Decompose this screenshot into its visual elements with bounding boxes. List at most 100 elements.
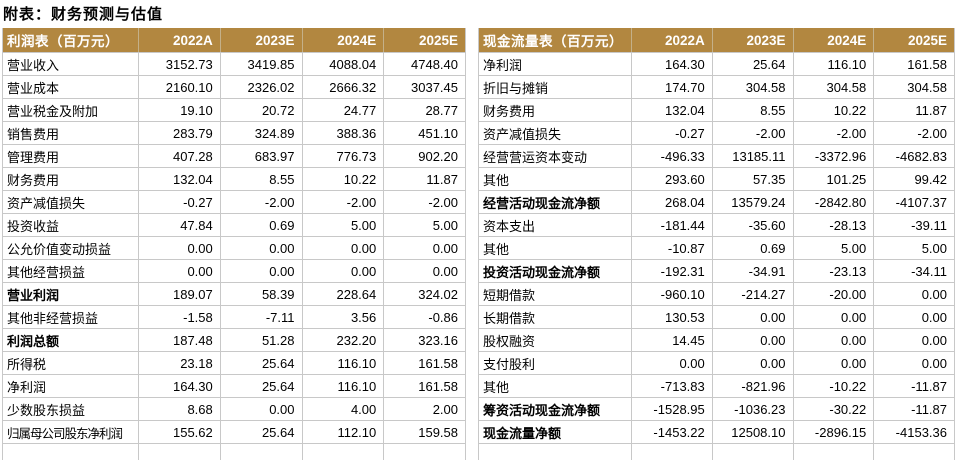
table-row: 经营活动现金流净额 268.04 13579.24 -2842.80 -4107.37 (479, 191, 954, 214)
cell-value: -34.11 (873, 260, 954, 282)
cell-value: 161.58 (873, 53, 954, 75)
table-row: 财务费用 132.04 8.55 10.22 11.87 (3, 168, 465, 191)
cell-value: 14.45 (631, 329, 712, 351)
row-label: 其他 (483, 241, 510, 257)
cell-value: 4088.04 (301, 53, 384, 75)
cell-value: 47.84 (138, 214, 220, 236)
cell-value: 0.00 (301, 260, 384, 282)
cell-value: 101.25 (792, 168, 874, 190)
table-row: 营业收入 3152.73 3419.85 4088.04 4748.40 (3, 53, 465, 76)
cell-value (138, 444, 220, 460)
cell-value: -11.87 (873, 375, 954, 397)
cell-value: -496.33 (631, 145, 712, 167)
cell-value: 3037.45 (383, 76, 465, 98)
cell-value: -2.00 (383, 191, 465, 213)
income-table-body: 营业收入 3152.73 3419.85 4088.04 4748.40 营业成本 2160… (3, 53, 465, 460)
cell-value: 5.00 (792, 237, 874, 259)
cell-value: -4153.36 (873, 421, 954, 443)
cell-value: 130.53 (631, 306, 712, 328)
cell-value: 112.10 (301, 421, 384, 443)
cell-value: -20.00 (792, 283, 874, 305)
table-row: 归属母公司股东净利润 155.62 25.64 112.10 159.58 (3, 421, 465, 444)
table-row: 短期借款 -960.10 -214.27 -20.00 0.00 (479, 283, 954, 306)
cell-value: -2.00 (219, 191, 302, 213)
table-row: 资产减值损失 -0.27 -2.00 -2.00 -2.00 (479, 122, 954, 145)
cell-value: -2842.80 (792, 191, 874, 213)
cell-value: 0.00 (792, 329, 874, 351)
cell-value: -23.13 (792, 260, 874, 282)
cell-value: -10.87 (631, 237, 712, 259)
column-header-2022a: 2022A (138, 28, 220, 52)
cell-value: -713.83 (631, 375, 712, 397)
page-title: 附表：财务预测与估值 (3, 6, 164, 23)
column-header-2025e: 2025E (873, 28, 954, 52)
cell-value (792, 444, 874, 460)
cell-value: -34.91 (711, 260, 793, 282)
table-row: 其他 -713.83 -821.96 -10.22 -11.87 (479, 375, 954, 398)
cell-value: 161.58 (383, 352, 465, 374)
cell-value: 5.00 (873, 237, 954, 259)
cell-value: 283.79 (138, 122, 220, 144)
cell-value: -0.86 (383, 306, 465, 328)
row-label: 资本支出 (483, 218, 536, 234)
table-row: 股权融资 14.45 0.00 0.00 0.00 (479, 329, 954, 352)
row-label (479, 444, 631, 460)
cell-value: -11.87 (873, 398, 954, 420)
cell-value: 5.00 (301, 214, 384, 236)
cell-value: -1528.95 (631, 398, 712, 420)
row-label: 管理费用 (7, 149, 60, 165)
cell-value: 407.28 (138, 145, 220, 167)
cell-value: -2.00 (711, 122, 793, 144)
cell-value: -0.27 (631, 122, 712, 144)
row-label (3, 444, 138, 460)
table-row: 净利润 164.30 25.64 116.10 161.58 (479, 53, 954, 76)
cell-value: 0.00 (873, 329, 954, 351)
cell-value: 174.70 (631, 76, 712, 98)
cell-value: 10.22 (792, 99, 874, 121)
cell-value: 0.00 (383, 237, 465, 259)
column-header-2022a: 2022A (631, 28, 712, 52)
cell-value: -960.10 (631, 283, 712, 305)
table-row: 筹资活动现金流净额 -1528.95 -1036.23 -30.22 -11.87 (479, 398, 954, 421)
row-label: 资产减值损失 (7, 195, 86, 211)
cell-value: 0.00 (711, 352, 793, 374)
row-label: 归属母公司股东净利润 (7, 426, 123, 441)
table-row: 投资收益 47.84 0.69 5.00 5.00 (3, 214, 465, 237)
table-row: 销售费用 283.79 324.89 388.36 451.10 (3, 122, 465, 145)
cell-value: 11.87 (383, 168, 465, 190)
cell-value: 20.72 (219, 99, 302, 121)
empty-row (3, 444, 465, 460)
cell-value: -821.96 (711, 375, 793, 397)
row-label: 少数股东损益 (7, 402, 86, 418)
row-label: 折旧与摊销 (483, 80, 549, 96)
row-label: 净利润 (7, 379, 47, 395)
table-row: 所得税 23.18 25.64 116.10 161.58 (3, 352, 465, 375)
table-row: 利润总额 187.48 51.28 232.20 323.16 (3, 329, 465, 352)
cell-value: 5.00 (383, 214, 465, 236)
table-row: 少数股东损益 8.68 0.00 4.00 2.00 (3, 398, 465, 421)
table-row: 营业利润 189.07 58.39 228.64 324.02 (3, 283, 465, 306)
cell-value: 155.62 (138, 421, 220, 443)
row-label: 所得税 (7, 356, 47, 372)
cell-value: 10.22 (301, 168, 384, 190)
cell-value: 0.00 (219, 398, 302, 420)
cell-value: -2896.15 (792, 421, 874, 443)
cell-value: 57.35 (711, 168, 793, 190)
table-row: 营业税金及附加 19.10 20.72 24.77 28.77 (3, 99, 465, 122)
cell-value: 323.16 (383, 329, 465, 351)
cell-value (383, 444, 465, 460)
cashflow-table-header: 现金流量表（百万元） 2022A 2023E 2024E 2025E (479, 28, 954, 53)
cell-value: 99.42 (873, 168, 954, 190)
cell-value: 0.00 (383, 260, 465, 282)
cell-value: 0.00 (631, 352, 712, 374)
cell-value: 116.10 (792, 53, 874, 75)
cell-value: -28.13 (792, 214, 874, 236)
cell-value: 2326.02 (219, 76, 302, 98)
cell-value (301, 444, 384, 460)
cell-value: 228.64 (301, 283, 384, 305)
cell-value: 0.00 (138, 237, 220, 259)
cell-value: 116.10 (301, 352, 384, 374)
cell-value: 451.10 (383, 122, 465, 144)
column-header-2023e: 2023E (219, 28, 302, 52)
